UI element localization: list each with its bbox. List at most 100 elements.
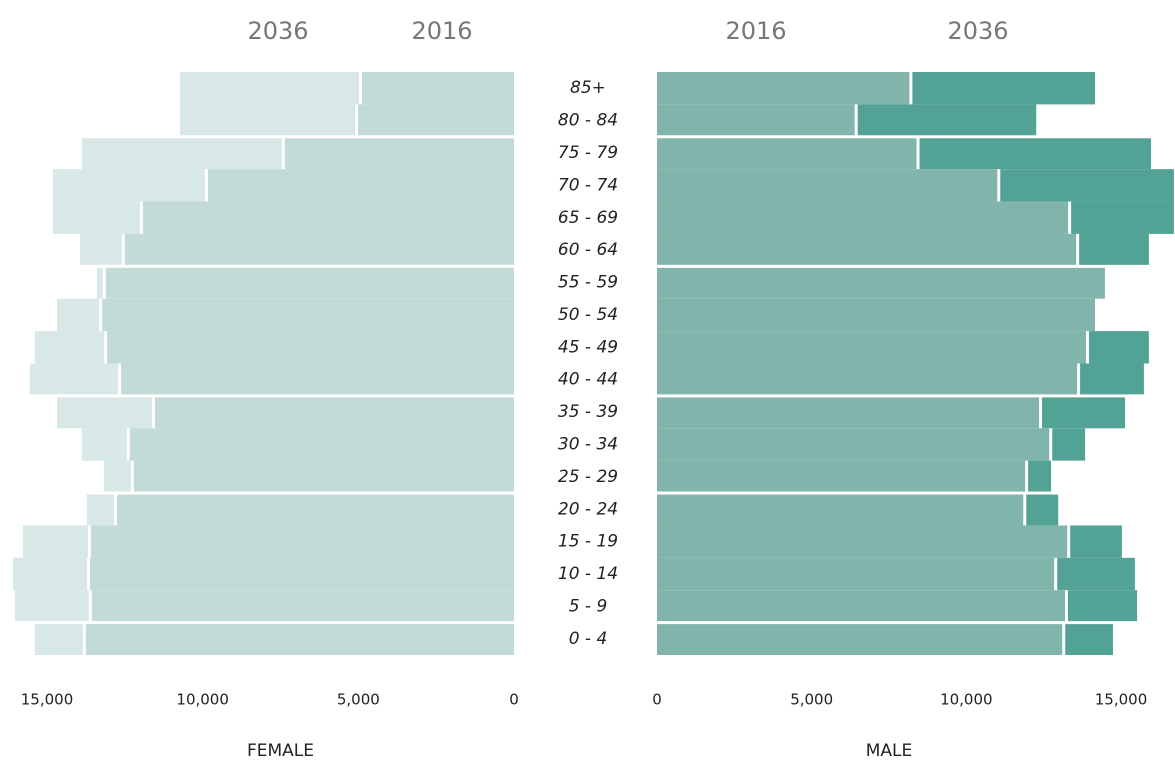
- bar-2036: [1079, 233, 1149, 265]
- bar-2016: [155, 397, 515, 429]
- bar-2016: [358, 104, 514, 136]
- bar-2036: [1052, 428, 1086, 461]
- bar-2016: [133, 460, 514, 492]
- x-tick-label: 10,000: [176, 691, 229, 709]
- bar-2036: [34, 331, 105, 364]
- bar-2016: [657, 525, 1068, 558]
- bar-2036: [179, 104, 356, 136]
- bar-2036: [81, 138, 282, 170]
- category-label: 65 - 69: [558, 208, 618, 228]
- bar-2016: [107, 331, 514, 364]
- bar-2036: [1028, 460, 1052, 492]
- bar-2036: [912, 72, 1096, 105]
- category-label: 85+: [570, 78, 606, 98]
- bar-2036: [86, 494, 115, 526]
- series-header: 2016: [725, 17, 786, 45]
- bar-2016: [91, 590, 514, 622]
- category-label: 25 - 29: [558, 467, 618, 487]
- bar-2016: [657, 201, 1069, 234]
- category-label: 75 - 79: [558, 143, 618, 163]
- bar-2016: [284, 138, 514, 170]
- bar-2036: [1068, 590, 1138, 622]
- bar-2036: [96, 267, 103, 299]
- bar-2016: [657, 298, 1096, 332]
- bar-2036: [34, 624, 83, 655]
- bar-2016: [657, 590, 1066, 622]
- bar-2016: [105, 267, 514, 299]
- category-label: 80 - 84: [558, 111, 618, 131]
- series-header: 2016: [411, 17, 472, 45]
- bar-2036: [1070, 525, 1122, 558]
- bar-2036: [29, 363, 119, 395]
- bar-2016: [117, 494, 515, 526]
- bar-2016: [657, 267, 1105, 299]
- bar-2036: [179, 72, 360, 105]
- bar-2016: [85, 624, 515, 655]
- bar-2016: [657, 138, 917, 170]
- category-label: 10 - 14: [558, 564, 618, 584]
- bar-2016: [89, 557, 515, 591]
- x-tick-label: 0: [652, 691, 662, 709]
- bar-2016: [129, 428, 514, 461]
- bar-2036: [56, 397, 153, 429]
- bar-2036: [52, 169, 205, 202]
- category-label: 20 - 24: [558, 499, 618, 519]
- bar-2036: [13, 557, 87, 591]
- bar-2016: [657, 557, 1055, 591]
- bar-2036: [52, 201, 140, 234]
- bar-2016: [102, 298, 514, 332]
- panel-title: FEMALE: [247, 741, 314, 761]
- bar-2036: [14, 590, 89, 622]
- bar-2016: [362, 72, 514, 105]
- bar-2016: [657, 233, 1077, 265]
- category-label: 35 - 39: [558, 402, 618, 422]
- bar-2036: [1071, 201, 1174, 234]
- x-tick-label: 5,000: [337, 691, 380, 709]
- series-header: 2036: [947, 17, 1008, 45]
- x-tick-label: 5,000: [790, 691, 833, 709]
- bar-2036: [1057, 557, 1135, 591]
- category-label: 60 - 64: [558, 240, 618, 260]
- category-label: 30 - 34: [558, 434, 618, 454]
- bar-2016: [657, 104, 855, 136]
- category-label: 70 - 74: [558, 175, 618, 195]
- bar-2036: [1000, 169, 1174, 202]
- category-label: 55 - 59: [558, 273, 618, 293]
- bar-2016: [121, 363, 514, 395]
- bar-2016: [657, 428, 1050, 461]
- bar-2036: [1089, 331, 1149, 364]
- x-tick-label: 0: [509, 691, 519, 709]
- bar-2016: [657, 169, 998, 202]
- bar-2036: [1026, 494, 1059, 526]
- category-label: 0 - 4: [569, 629, 608, 649]
- bar-2036: [919, 138, 1152, 170]
- bar-2036: [103, 460, 131, 492]
- bar-2016: [657, 624, 1063, 655]
- bar-2036: [1042, 397, 1126, 429]
- series-header: 2036: [247, 17, 308, 45]
- bar-2016: [657, 363, 1078, 395]
- x-tick-label: 10,000: [940, 691, 993, 709]
- category-label: 40 - 44: [558, 370, 618, 390]
- x-tick-label: 15,000: [21, 691, 74, 709]
- bar-2036: [23, 525, 88, 558]
- bar-2016: [124, 233, 514, 265]
- bar-2016: [142, 201, 514, 234]
- bar-2016: [657, 331, 1087, 364]
- category-label: 45 - 49: [558, 337, 618, 357]
- panel-title: MALE: [866, 741, 913, 761]
- bar-2016: [90, 525, 514, 558]
- category-label: 5 - 9: [569, 596, 608, 616]
- bar-2036: [81, 428, 127, 461]
- bar-2036: [1080, 363, 1144, 395]
- x-tick-label: 15,000: [1095, 691, 1148, 709]
- bar-2036: [1065, 624, 1113, 655]
- bar-2016: [657, 460, 1026, 492]
- category-label: 50 - 54: [558, 305, 618, 325]
- bar-2036: [857, 104, 1037, 136]
- bar-2016: [207, 169, 514, 202]
- bar-2016: [657, 72, 910, 105]
- bar-2036: [56, 298, 100, 332]
- bar-2016: [657, 494, 1024, 526]
